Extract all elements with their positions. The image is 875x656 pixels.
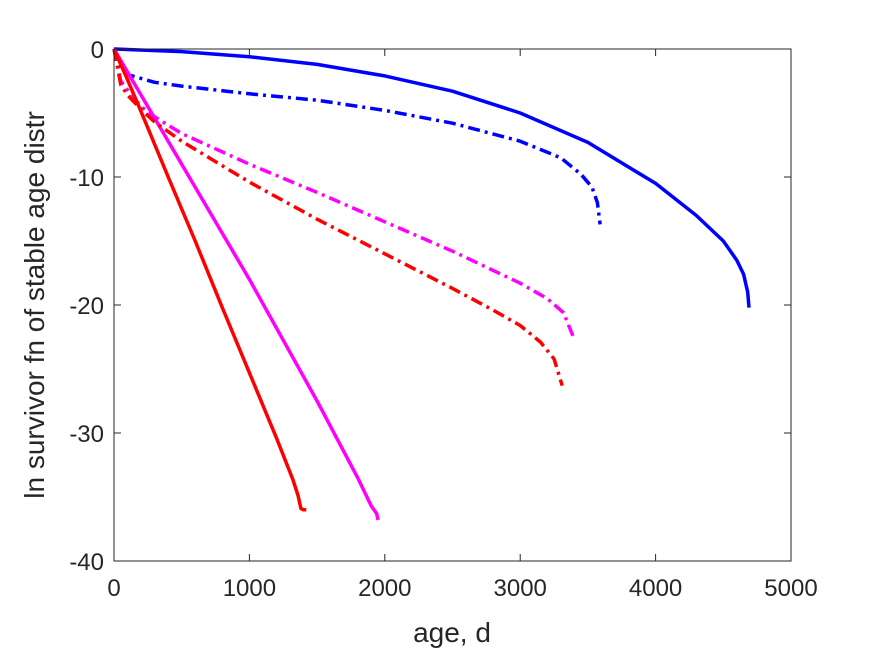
series-line-2-dashdot	[112, 48, 602, 225]
x-axis-label: age, d	[413, 617, 491, 648]
y-tick-label: -10	[69, 165, 104, 192]
y-tick-label: 0	[91, 37, 104, 64]
x-tick-label: 2000	[358, 575, 411, 602]
series-line-6-dashdot	[112, 48, 564, 387]
y-tick-label: -30	[69, 421, 104, 448]
series-line-4-dashdot	[112, 48, 577, 341]
x-tick-label: 4000	[629, 575, 682, 602]
y-tick-label: -40	[69, 549, 104, 576]
tick-layer: 0 1000 2000 3000 4000 5000 0 -10 -20 -30 -40	[69, 37, 817, 602]
x-tick-label: 3000	[494, 575, 547, 602]
series-line-1-solid	[113, 47, 751, 308]
y-tick-label: -20	[69, 293, 104, 320]
series-layer	[112, 47, 751, 521]
plot-area	[114, 49, 791, 561]
x-tick-label: 0	[107, 575, 120, 602]
series-line-3-solid	[112, 48, 380, 521]
y-axis-label: ln survivor fn of stable age distr	[19, 111, 50, 499]
series-line-5-solid	[112, 48, 307, 512]
x-tick-label: 5000	[764, 575, 817, 602]
x-tick-label: 1000	[223, 575, 276, 602]
